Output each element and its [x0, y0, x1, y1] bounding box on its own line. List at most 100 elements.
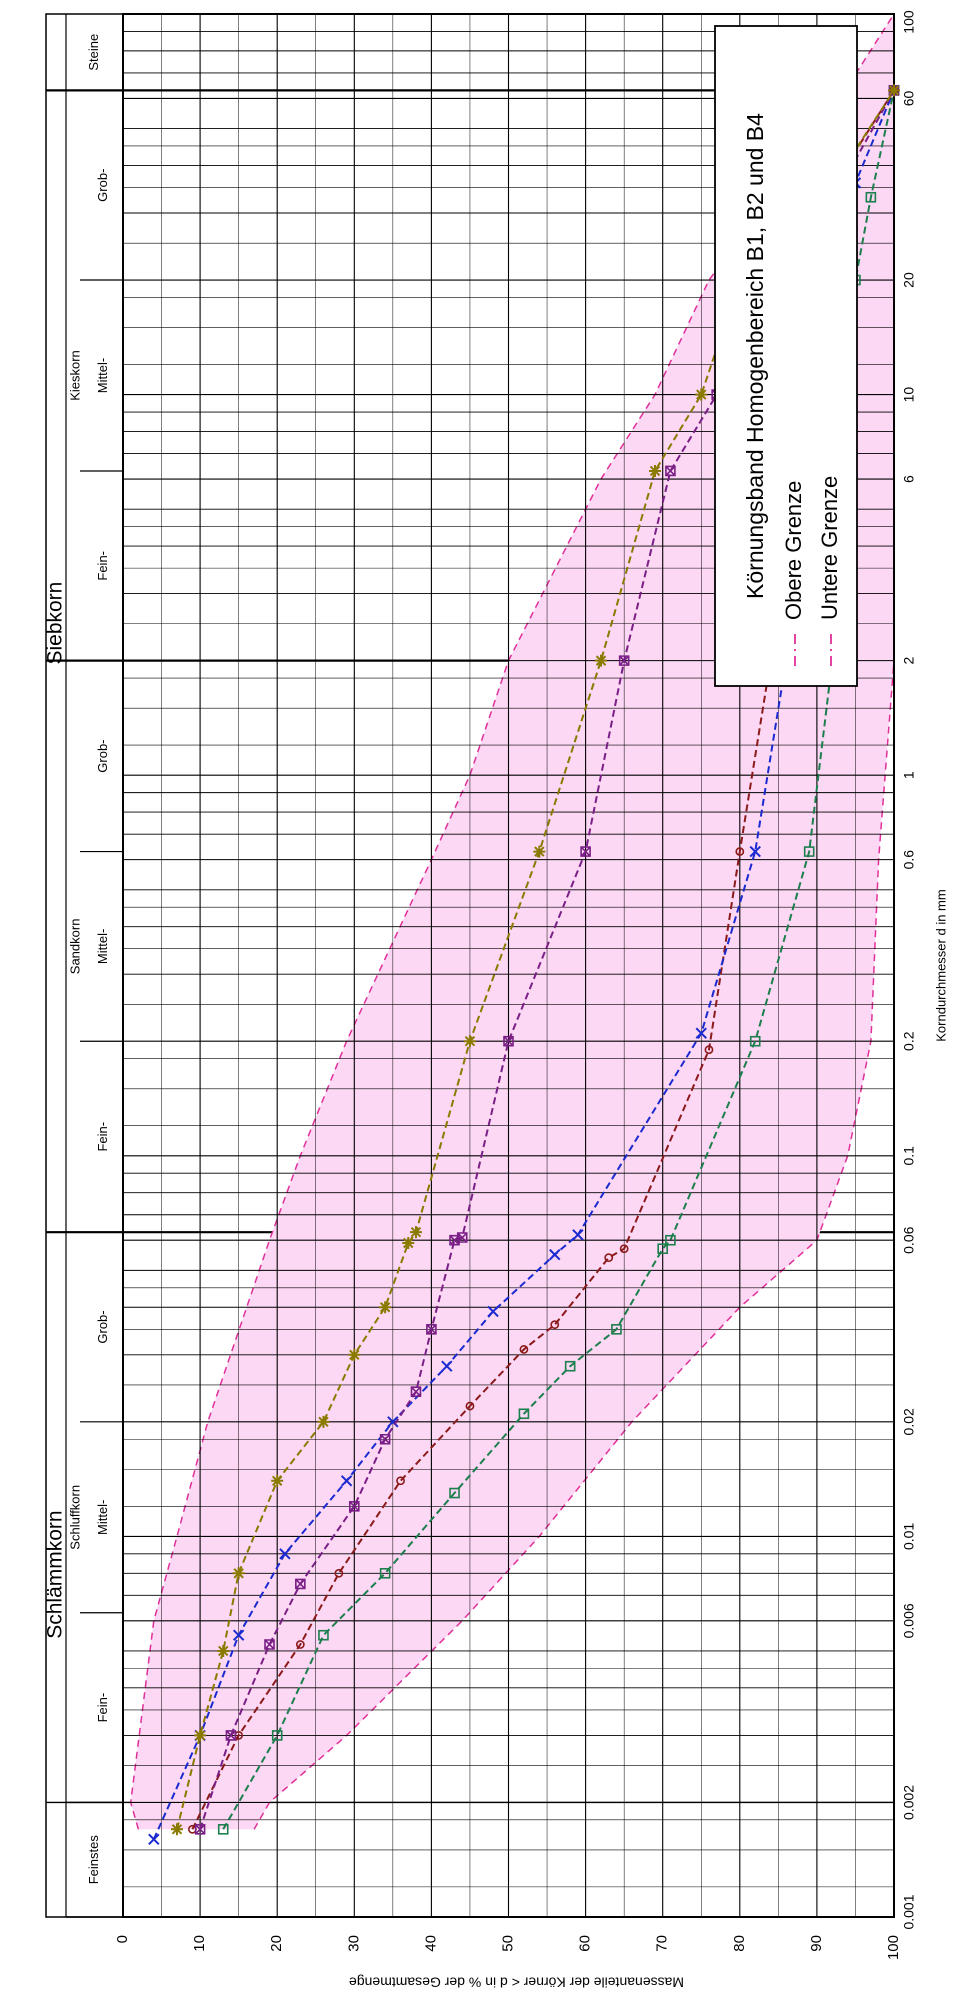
- series-point: [441, 1360, 453, 1372]
- series-point: [572, 1229, 584, 1241]
- legend-title: Körnungsband Homogenbereich B1, B2 und B…: [742, 113, 768, 599]
- zone-label: Feinstes: [86, 1835, 101, 1885]
- series-point: [487, 1305, 499, 1318]
- x-tick-label: 10: [901, 387, 917, 403]
- series-point: [595, 654, 608, 667]
- series-point: [549, 1248, 561, 1261]
- series-point: [409, 1226, 422, 1239]
- series-point: [665, 1234, 676, 1246]
- plot-frame: [122, 13, 895, 1918]
- series-point: [194, 1823, 206, 1835]
- series-point: [465, 1401, 475, 1411]
- zone-label: Kieskorn: [67, 350, 82, 401]
- classification-header: [45, 13, 124, 1918]
- series-point: [402, 1237, 415, 1250]
- series-point: [396, 1476, 405, 1486]
- zone-label: Steine: [86, 34, 101, 71]
- series-point: [735, 847, 745, 856]
- series-point: [334, 1568, 344, 1578]
- y-tick-label: 90: [808, 1935, 825, 1952]
- x-tick-label: 0.002: [901, 1785, 917, 1820]
- series-point: [295, 1578, 306, 1590]
- series-point: [604, 1253, 614, 1263]
- series-point: [503, 1035, 514, 1047]
- series-point: [349, 1500, 360, 1512]
- series-point: [449, 1487, 460, 1499]
- series-point: [217, 1823, 229, 1835]
- x-tick-label: 0.001: [901, 1894, 917, 1929]
- series-point: [295, 1640, 305, 1649]
- subzone-label: Grob-: [95, 169, 110, 202]
- y-tick-label: 100: [885, 1935, 902, 1960]
- subzone-label: Mittel-: [95, 1500, 110, 1535]
- legend-box: [714, 25, 858, 687]
- series-point: [704, 1045, 714, 1055]
- series-point: [379, 1567, 391, 1579]
- series-point: [379, 1301, 392, 1314]
- subzone-label: Mittel-: [95, 358, 110, 393]
- y-axis-title: Massenanteile der Körner < d in % der Ge…: [349, 1974, 684, 1990]
- series-point: [410, 1386, 422, 1397]
- group-label: Schlämmkorn: [44, 1510, 67, 1638]
- legend-entry-label: Untere Grenze: [817, 476, 842, 620]
- series-point: [749, 1035, 761, 1047]
- series-point: [550, 1320, 560, 1330]
- series-point: [648, 464, 661, 477]
- subzone-label: Grob-: [95, 1310, 110, 1343]
- series-point: [217, 1644, 230, 1657]
- series-point: [170, 1823, 183, 1836]
- series-point: [619, 1244, 629, 1254]
- x-tick-label: 0.02: [901, 1408, 917, 1435]
- series-point: [387, 1416, 399, 1428]
- y-tick-label: 50: [499, 1935, 516, 1952]
- x-tick-label: 2: [901, 657, 917, 665]
- series-point: [264, 1639, 275, 1650]
- series-point: [271, 1730, 283, 1741]
- y-tick-label: 10: [191, 1935, 208, 1952]
- y-tick-label: 30: [345, 1935, 362, 1952]
- x-tick-label: 0.06: [901, 1226, 917, 1253]
- legend-entry-label: Obere Grenze: [781, 481, 806, 620]
- y-tick-label: 60: [577, 1935, 594, 1952]
- series-point: [564, 1360, 576, 1372]
- x-tick-label: 6: [901, 475, 917, 483]
- series-point: [865, 191, 877, 203]
- x-tick-label: 60: [901, 90, 917, 106]
- y-tick-label: 80: [731, 1935, 748, 1952]
- x-axis-title: Korndurchmesser d in mm: [933, 889, 948, 1041]
- series-line: [191, 89, 895, 1830]
- subzone-label: Fein-: [95, 1122, 110, 1152]
- series-point: [888, 84, 900, 97]
- series-point: [519, 1344, 529, 1354]
- x-tick-label: 0.6: [901, 850, 917, 870]
- series-point: [618, 655, 630, 666]
- series-point: [657, 1243, 669, 1255]
- series-point: [803, 846, 815, 857]
- series-point: [225, 1730, 237, 1741]
- x-tick-label: 0.1: [901, 1146, 917, 1166]
- series-point: [695, 1027, 707, 1039]
- series-point: [463, 1035, 476, 1048]
- series-point: [194, 1729, 207, 1742]
- subzone-label: Grob-: [95, 739, 110, 772]
- x-tick-label: 100: [901, 10, 917, 34]
- series-point: [749, 845, 761, 858]
- x-tick-label: 20: [901, 272, 917, 288]
- subzone-label: Fein-: [95, 551, 110, 581]
- series-point: [426, 1324, 437, 1335]
- zone-label: Schluffkorn: [67, 1485, 82, 1550]
- series-point: [271, 1474, 284, 1487]
- series-point: [279, 1548, 291, 1560]
- series-point: [533, 845, 546, 858]
- series-point: [232, 1629, 245, 1641]
- subzone-label: Mittel-: [95, 929, 110, 964]
- zone-label: Sandkorn: [67, 919, 82, 975]
- series-point: [456, 1232, 468, 1243]
- series-point: [318, 1629, 329, 1641]
- x-tick-label: 0.006: [901, 1603, 917, 1638]
- series-point: [695, 388, 708, 401]
- y-tick-label: 20: [268, 1935, 285, 1952]
- series-point: [611, 1324, 622, 1335]
- band-area: [130, 14, 894, 1830]
